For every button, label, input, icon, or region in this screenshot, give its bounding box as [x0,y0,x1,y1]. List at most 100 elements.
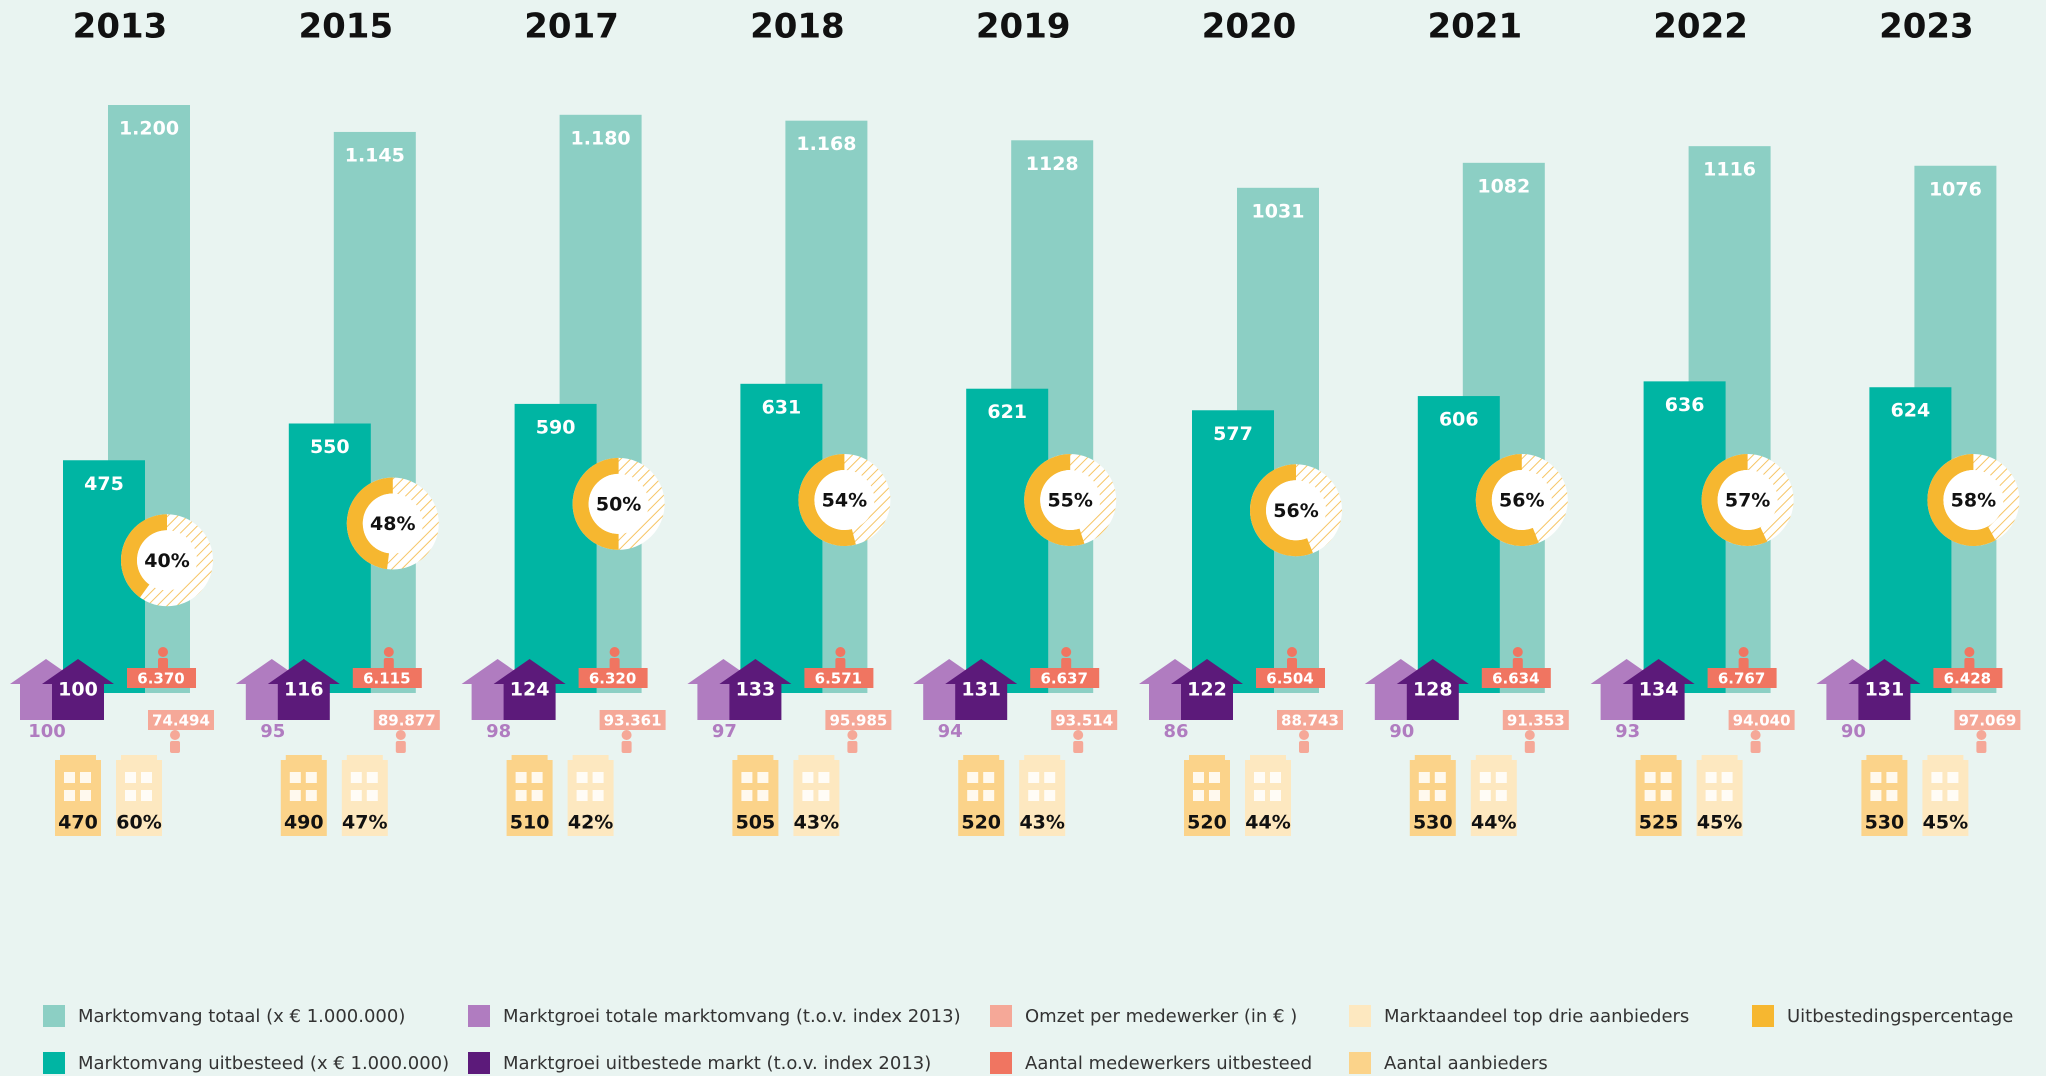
building-share-roof [121,755,157,761]
person-body [1738,658,1749,670]
share-label: 45% [1697,812,1742,834]
person-head [609,647,620,657]
building-providers-roof [1414,755,1451,761]
person-head [1750,730,1761,740]
building-share [1019,755,1066,836]
building-share-roof [1701,755,1738,761]
staff-label: 6.571 [815,670,862,688]
building-share-shape [1245,760,1291,836]
share-label: 44% [1245,812,1290,834]
bar-label: 1.200 [119,118,179,140]
building-providers-shape [280,760,327,836]
window [1270,772,1281,783]
house-outsourced-shape [719,659,792,720]
legend-swatch [1752,1005,1774,1027]
window [1644,790,1656,801]
person-body [1299,741,1309,753]
building-share-shape [116,760,162,836]
person-body [158,658,168,670]
share-label: 43% [794,812,839,834]
bar-label: 1.168 [796,133,856,155]
bar-label: 631 [762,396,802,418]
person-head [1738,647,1749,657]
window [1721,772,1733,783]
share-label: 44% [1471,812,1516,834]
person-body [621,741,632,753]
building-providers-shape [1184,760,1230,836]
window [1947,772,1959,783]
building-share-shape [341,760,388,836]
window [592,790,604,801]
person-head [835,647,846,657]
revenue-label: 88.743 [1281,712,1339,730]
house-outsourced-shape [1396,659,1469,720]
index-label: 97 [712,721,737,742]
window [366,790,378,801]
share-label: 45% [1923,812,1968,834]
building-providers-roof [60,755,96,761]
window [289,772,301,783]
window [741,772,753,783]
building-share-shape [1922,760,1969,836]
window [515,790,527,801]
building-share-shape [1470,760,1517,836]
window [592,772,604,783]
index-label: 86 [1163,721,1188,742]
providers-label: 520 [1187,812,1227,834]
year-label: 2013 [73,7,168,47]
year-label: 2019 [976,7,1071,47]
donut-arc [1475,454,1539,546]
index-label: 100 [28,721,66,742]
window [967,790,979,801]
window [1254,772,1265,783]
building-providers-roof [963,755,1000,761]
person-head [1976,730,1987,740]
legend-label: Marktgroei totale marktomvang (t.o.v. in… [503,1006,961,1027]
bar-outsourced [966,388,1049,693]
bar-outsourced [1869,387,1952,693]
window [1870,772,1882,783]
house-outsourced [493,659,566,720]
bar-outsourced [1192,410,1274,693]
building-providers-roof [737,755,774,761]
window [1495,772,1507,783]
person-head [621,730,632,740]
house-outsourced [42,659,114,720]
building-share [793,755,840,836]
donut-hole [1491,470,1552,530]
donut-hole [362,493,423,554]
building-share-shape [793,760,840,836]
window [1886,790,1898,801]
person-head [1964,647,1975,657]
donut-label: 55% [1047,490,1092,512]
legend-swatch [468,1005,490,1027]
window [289,790,301,801]
building-providers-shape [55,760,101,836]
person-head [1061,647,1072,657]
building-share [1696,755,1743,836]
building-providers [280,755,327,836]
person-body [847,741,858,753]
revenue-label: 95.985 [829,712,887,730]
building-providers-shape [1635,760,1682,836]
window [1705,772,1717,783]
revenue-label: 97.069 [1958,712,2016,730]
window [967,772,979,783]
building-share [1922,755,1969,836]
window [1193,772,1204,783]
window [1705,790,1717,801]
share-label: 60% [116,812,161,834]
bar-label: 1128 [1026,153,1079,175]
share-label: 42% [568,812,613,834]
house-outsourced [719,659,792,720]
staff-box [1256,668,1325,688]
person-head [847,730,858,740]
donut-label: 57% [1725,490,1770,512]
window [983,772,995,783]
house-label: 133 [736,679,776,701]
house-label: 116 [284,679,324,701]
building-providers [1635,755,1682,836]
person-body [395,741,406,753]
window [818,790,830,801]
providers-label: 470 [58,812,98,834]
